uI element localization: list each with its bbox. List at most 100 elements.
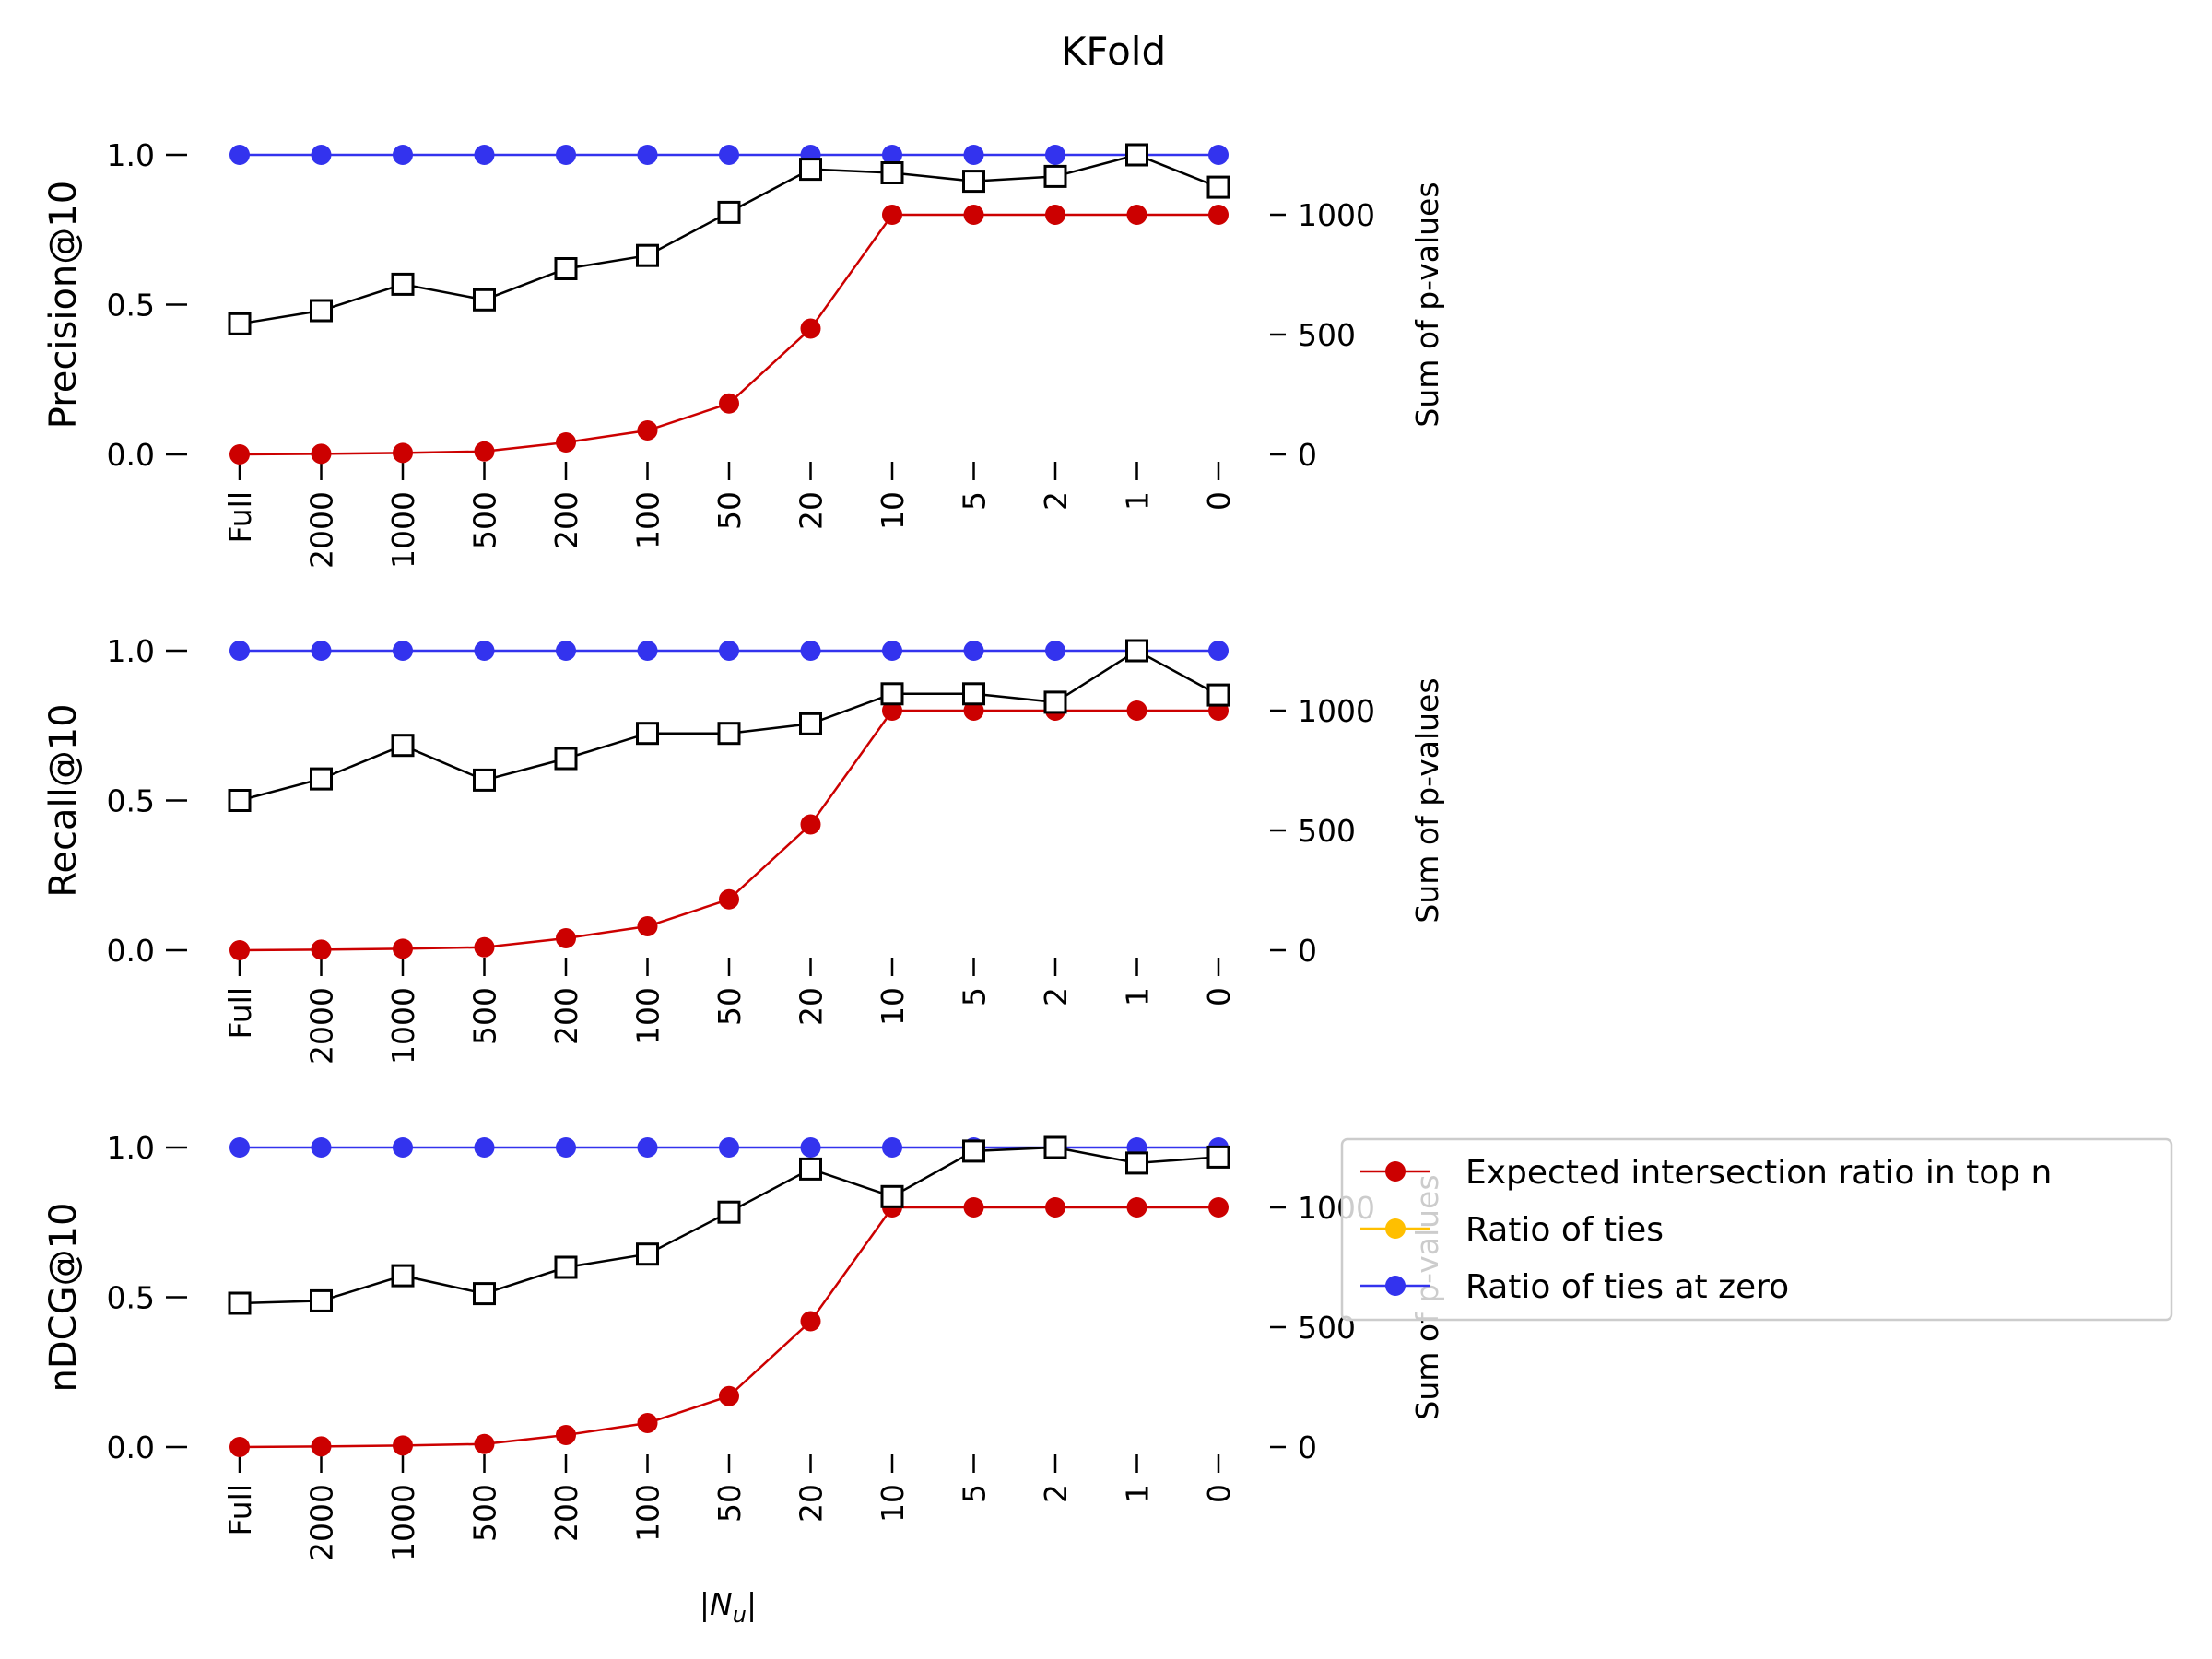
- series-point: [637, 1413, 658, 1433]
- x-tick-label: 2000: [304, 1484, 340, 1561]
- series-point-square: [228, 1291, 252, 1315]
- series-point-square: [1206, 175, 1230, 199]
- series-point-square: [391, 272, 415, 296]
- series-point: [311, 641, 332, 661]
- x-tick-label: 200: [548, 491, 584, 549]
- series-point: [963, 700, 984, 721]
- x-tick-label: 1000: [385, 491, 421, 569]
- series-point: [963, 205, 984, 225]
- right-y-tick-label: 0: [1298, 1430, 1317, 1465]
- series-point-square: [473, 288, 496, 312]
- series-point: [393, 1435, 413, 1456]
- series-point: [556, 928, 576, 948]
- legend-label-0: Expected intersection ratio in top n: [1465, 1154, 2052, 1192]
- series-point-square: [799, 712, 822, 735]
- series-point: [393, 641, 413, 661]
- series-point: [1045, 145, 1065, 165]
- series-point: [719, 145, 739, 165]
- series-point: [1126, 700, 1147, 721]
- x-tick-label: 10: [875, 491, 911, 530]
- x-tick-label: 0: [1201, 1484, 1237, 1503]
- left-y-tick-label: 0.5: [107, 783, 155, 819]
- series-point: [474, 641, 495, 661]
- series-point: [637, 1137, 658, 1158]
- series-point-square: [962, 1139, 985, 1163]
- series-line-0: [239, 1206, 1218, 1449]
- right-y-tick-label: 0: [1298, 933, 1317, 969]
- series-point: [800, 814, 821, 835]
- series-point: [474, 1433, 495, 1454]
- right-y-tick-label: 500: [1298, 813, 1356, 849]
- left-y-tick-label: 0.5: [107, 1280, 155, 1316]
- legend: Expected intersection ratio in top n Rat…: [1340, 1137, 2173, 1322]
- x-axis-label-sub: u: [733, 1602, 747, 1628]
- series-point-square: [799, 158, 822, 182]
- series-point: [556, 641, 576, 661]
- x-tick-label: 1: [1120, 491, 1156, 511]
- series-point: [229, 1437, 250, 1457]
- series-point-square: [880, 161, 904, 184]
- x-tick-label: 20: [794, 1484, 830, 1523]
- series-point-square: [636, 243, 659, 267]
- series-point: [637, 145, 658, 165]
- series-point: [719, 641, 739, 661]
- series-point-square: [1043, 690, 1067, 714]
- series-point: [556, 145, 576, 165]
- series-point-square: [310, 299, 333, 323]
- series-point: [556, 1137, 576, 1158]
- series-point-square: [554, 257, 578, 280]
- series-point: [882, 700, 902, 721]
- series-point: [637, 641, 658, 661]
- x-axis-label-open: |: [700, 1586, 710, 1622]
- x-tick-label: 10: [875, 987, 911, 1026]
- left-y-axis-title: nDCG@10: [42, 1203, 85, 1393]
- x-tick-label: Full: [222, 1484, 258, 1535]
- x-tick-label: 100: [630, 491, 666, 549]
- series-line-2: [239, 1146, 1219, 1305]
- left-y-axis-title: Precision@10: [42, 181, 85, 429]
- x-tick-label: 50: [712, 491, 747, 530]
- x-tick-label: 2: [1038, 1484, 1074, 1503]
- x-tick-label: 2000: [304, 987, 340, 1065]
- x-tick-label: 0: [1201, 491, 1237, 511]
- series-point: [963, 1197, 984, 1218]
- series-point: [474, 145, 495, 165]
- x-tick-label: 500: [467, 1484, 503, 1542]
- x-axis-label-n: N: [710, 1586, 733, 1622]
- series-point: [311, 939, 332, 960]
- series-point: [393, 1137, 413, 1158]
- series-point-square: [1125, 1151, 1148, 1175]
- series-point-square: [554, 747, 578, 771]
- right-y-axis-title: Sum of p-values: [1409, 182, 1445, 427]
- x-tick-label: 50: [712, 987, 747, 1026]
- x-tick-label: 1000: [385, 987, 421, 1065]
- series-point: [800, 641, 821, 661]
- series-point: [311, 145, 332, 165]
- series-point: [882, 145, 902, 165]
- left-y-tick-label: 0.5: [107, 288, 155, 324]
- series-point-square: [228, 312, 252, 335]
- series-point: [882, 1137, 902, 1158]
- x-tick-label: 100: [630, 987, 666, 1045]
- legend-frame: [1340, 1137, 2173, 1322]
- series-point: [229, 641, 250, 661]
- x-tick-label: 500: [467, 491, 503, 549]
- left-y-axis-title: Recall@10: [42, 703, 85, 897]
- series-point-square: [1043, 1135, 1067, 1159]
- series-point: [1208, 205, 1229, 225]
- series-point: [963, 641, 984, 661]
- x-tick-label: 2000: [304, 491, 340, 569]
- right-y-axis-title: Sum of p-values: [1409, 677, 1445, 923]
- series-point-square: [1206, 683, 1230, 707]
- series-point: [311, 1137, 332, 1158]
- series-point-square: [310, 767, 333, 791]
- x-tick-label: Full: [222, 987, 258, 1039]
- legend-marker-0: [1385, 1161, 1406, 1182]
- series-point: [1045, 205, 1065, 225]
- x-tick-label: 500: [467, 987, 503, 1045]
- left-y-tick-label: 1.0: [107, 633, 155, 669]
- series-line-0: [239, 213, 1218, 456]
- series-point: [719, 888, 739, 910]
